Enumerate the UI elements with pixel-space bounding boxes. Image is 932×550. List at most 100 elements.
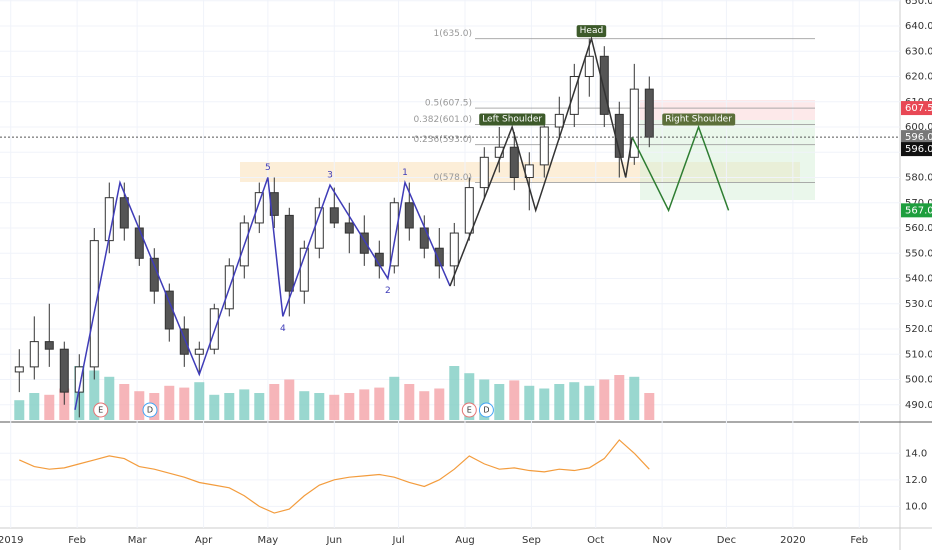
- y-tick-label: 650.0: [905, 0, 932, 7]
- volume-bar: [419, 391, 430, 420]
- volume-bar: [194, 382, 205, 420]
- candle-body: [344, 222, 354, 234]
- candle-body: [584, 55, 594, 78]
- candle-body: [284, 214, 294, 292]
- volume-bar: [554, 384, 565, 420]
- candle-body: [554, 113, 564, 128]
- volume-bar: [389, 376, 400, 420]
- y-tick-label: 620.0: [905, 72, 932, 83]
- candle-body: [194, 348, 204, 355]
- x-tick-label: Oct: [587, 535, 604, 546]
- candle-body: [179, 328, 189, 355]
- price-tag-label: 596.0: [905, 144, 932, 155]
- y-tick-label: 540.0: [905, 274, 932, 285]
- volume-bar: [539, 388, 550, 420]
- candle-body: [599, 55, 609, 115]
- wave-label: 3: [327, 171, 333, 181]
- y-tick-label: 520.0: [905, 324, 932, 335]
- volume-bar: [254, 393, 265, 420]
- volume-bar: [629, 376, 640, 420]
- candle-body: [74, 366, 84, 393]
- y-tick-label: 570.0: [905, 198, 932, 209]
- candle-body: [644, 88, 654, 138]
- volume-bar: [299, 391, 310, 420]
- event-label: D: [147, 406, 153, 415]
- price-tag: [901, 130, 932, 145]
- volume-bar: [269, 384, 280, 420]
- candle-body: [629, 88, 639, 158]
- wave-label: 5: [265, 163, 271, 173]
- volume-bar: [524, 385, 535, 420]
- target-zone: [640, 120, 815, 200]
- y-tick-label: 550.0: [905, 248, 932, 259]
- volume-bar: [569, 382, 580, 420]
- price-tag: [901, 142, 932, 157]
- event-marker: [142, 402, 158, 418]
- candle-body: [509, 146, 519, 179]
- volume-bar: [449, 366, 460, 420]
- fib-label: 0.236(593.0): [413, 135, 472, 145]
- volume-bar: [119, 384, 130, 420]
- x-tick-label: Mar: [128, 535, 148, 546]
- x-tick-label: 2020: [780, 535, 805, 546]
- volume-bar: [509, 380, 520, 420]
- price-tag-label: 567.0: [905, 205, 932, 216]
- candle-body: [434, 247, 444, 267]
- volume-bar: [434, 388, 445, 420]
- volume-bar: [44, 394, 55, 420]
- candle-body: [569, 76, 579, 115]
- wave-line: [74, 177, 451, 410]
- volume-bar: [644, 393, 655, 420]
- candle-body: [29, 341, 39, 368]
- x-tick-label: Jun: [325, 535, 342, 546]
- pattern-line: [449, 35, 633, 287]
- volume-bar: [614, 375, 625, 420]
- pattern-label: Right Shoulder: [665, 115, 732, 125]
- volume-bar: [344, 393, 355, 420]
- price-tag: [901, 203, 932, 218]
- y-tick-label: 560.0: [905, 223, 932, 234]
- event-marker: [461, 402, 477, 418]
- candle-body: [539, 126, 549, 166]
- y-tick-label: 640.0: [905, 21, 932, 32]
- candle-body: [209, 308, 219, 350]
- x-tick-label: Feb: [68, 535, 86, 546]
- y-tick-label: 630.0: [905, 46, 932, 57]
- volume-bar: [329, 394, 340, 420]
- candle-body: [464, 187, 474, 234]
- pattern-label: Left Shoulder: [482, 115, 542, 125]
- event-marker: [478, 402, 494, 418]
- candle-body: [254, 192, 264, 224]
- volume-bar: [224, 393, 235, 420]
- candle-body: [14, 366, 24, 373]
- wave-label: 2: [385, 286, 391, 296]
- x-tick-label: Feb: [850, 535, 868, 546]
- y-tick-label: 510.0: [905, 349, 932, 360]
- event-label: E: [467, 406, 472, 415]
- x-tick-label: 2019: [0, 535, 23, 546]
- volume-bar: [599, 379, 610, 420]
- volume-bar: [89, 370, 100, 420]
- candle-body: [44, 341, 54, 350]
- candle-body: [329, 207, 339, 224]
- wave-label: 1: [402, 168, 408, 178]
- candle-body: [59, 348, 69, 393]
- volume-bar: [209, 394, 220, 420]
- candle-body: [134, 227, 144, 259]
- candle-body: [149, 257, 159, 292]
- fib-label: 0.5(607.5): [425, 99, 472, 109]
- candle-body: [359, 232, 369, 254]
- projection-line: [631, 124, 730, 213]
- pattern-label: Head: [580, 26, 604, 36]
- y-tick-label: 580.0: [905, 173, 932, 184]
- volume-bar: [284, 379, 295, 420]
- pattern-label-box: [576, 25, 607, 38]
- candle-body: [389, 202, 399, 267]
- x-tick-label: Dec: [717, 535, 736, 546]
- volume-bar: [359, 389, 370, 420]
- volume-bar: [179, 387, 190, 420]
- volume-bar: [239, 389, 250, 420]
- volume-bar: [164, 385, 175, 420]
- fib-label: 1(635.0): [433, 29, 472, 39]
